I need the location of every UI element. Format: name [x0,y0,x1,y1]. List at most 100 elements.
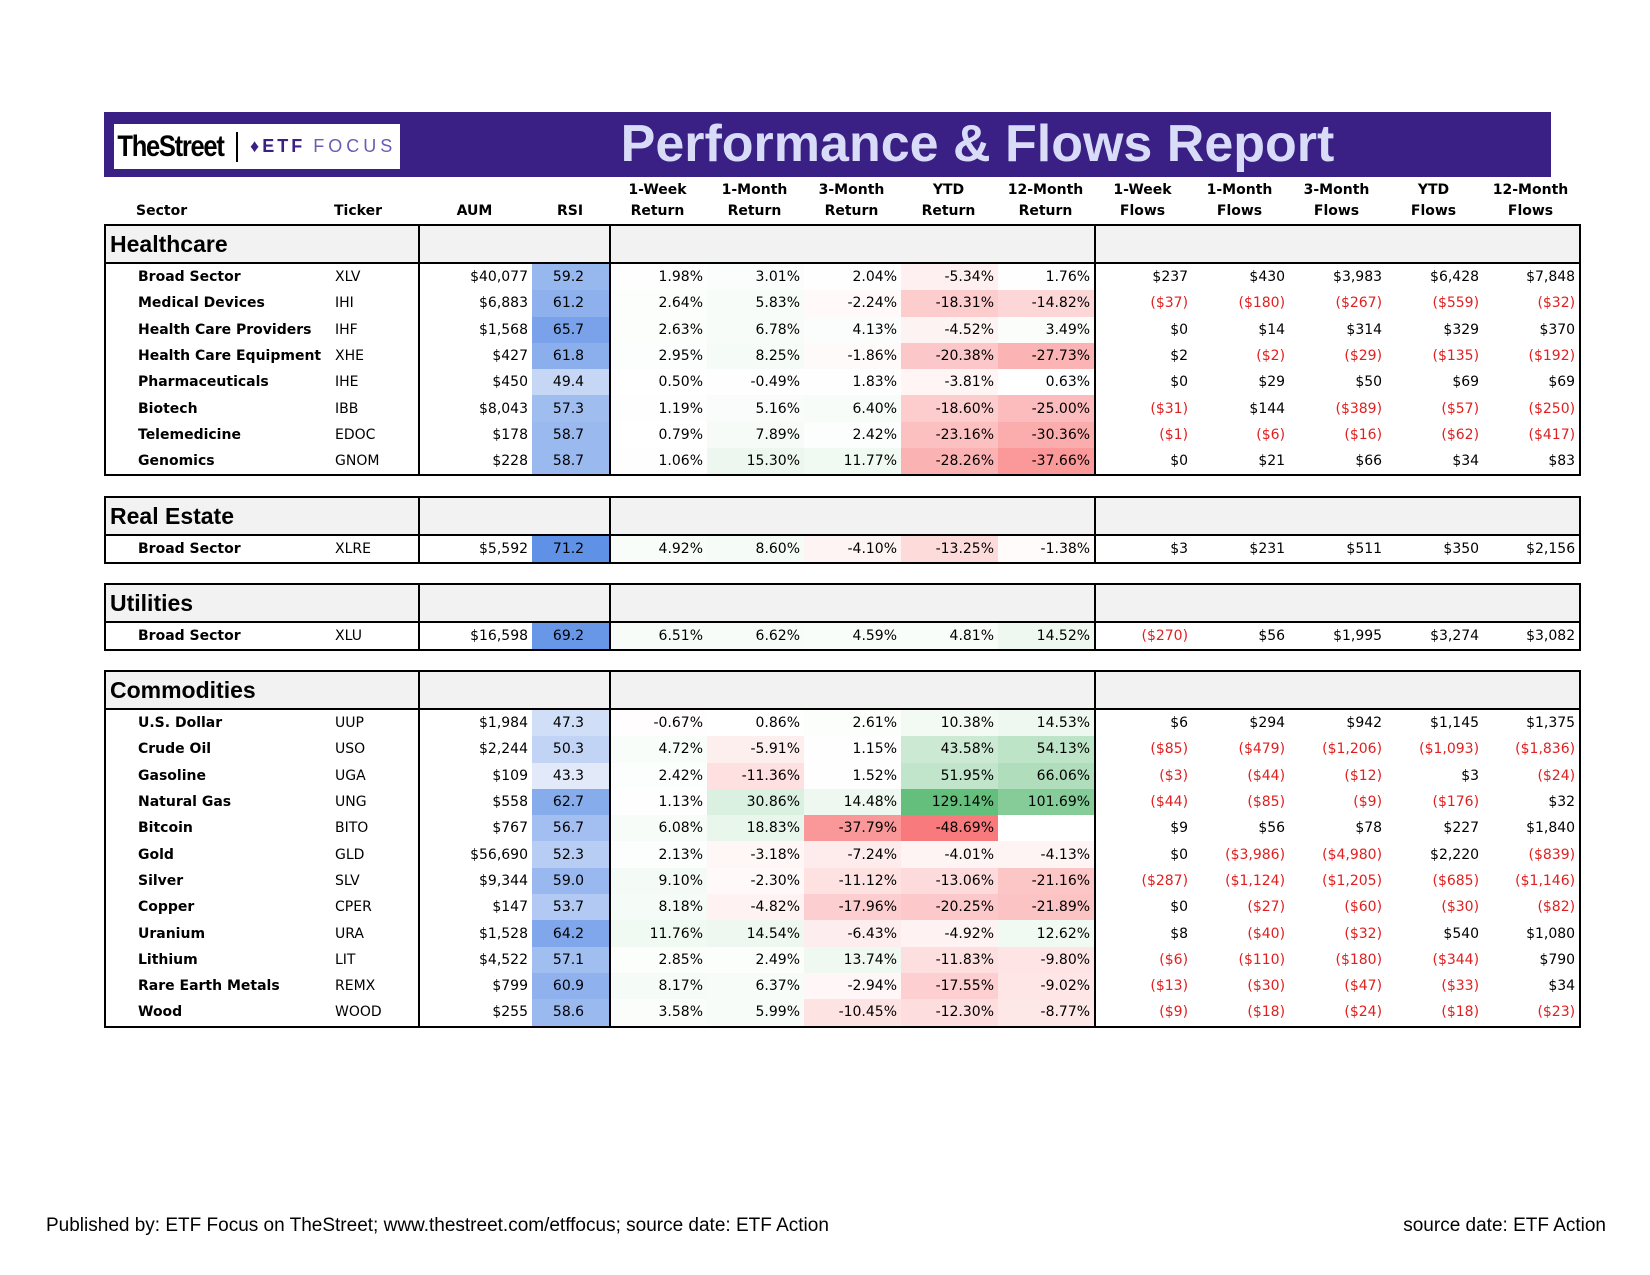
flow-value: ($176) [1432,794,1480,811]
flow-value: $2,220 [1430,846,1480,863]
ticker: CPER [335,899,372,916]
fund-name: Silver [138,872,184,889]
return-value: 5.99% [707,999,804,1027]
flow-value: ($30) [1247,978,1286,995]
return-value: -4.82% [707,894,804,921]
table-row: Wood WOOD $255 58.6 3.58% 5.99% -10.45% -12.30%… [105,999,1580,1027]
aum-value: $1,568 [418,316,532,343]
flow-value: ($344) [1432,951,1480,968]
fund-name: Wood [138,1004,183,1021]
flow-value: ($85) [1094,736,1193,763]
return-value: -7.24% [804,841,901,868]
flow-value: ($559) [1432,295,1480,312]
flow-value: $0 [1094,841,1193,868]
return-value: 0.86% [707,709,804,737]
section-header-cell [1094,584,1581,623]
flow-value: ($62) [1441,426,1480,443]
return-value: -10.45% [804,999,901,1027]
return-value: 54.13% [998,736,1096,763]
table-row: Telemedicine EDOC $178 58.7 0.79% 7.89% 2.42% -… [105,421,1580,449]
table-row: Uranium URA $1,528 64.2 11.76% 14.54% -6.43% -4… [105,920,1580,947]
flow-value: ($60) [1344,899,1383,916]
flow-value: ($30) [1441,899,1480,916]
flow-value: $314 [1346,321,1383,338]
table-row: Gold GLD $56,690 52.3 2.13% -3.18% -7.24% -4.01… [105,841,1580,868]
return-value: -1.86% [804,342,901,370]
fund-name: Broad Sector [138,541,241,558]
flow-value: ($267) [1335,295,1383,312]
flow-value: ($6) [1094,946,1193,973]
return-value: -4.92% [901,920,998,947]
aum-value: $5,592 [418,535,533,564]
flow-value: $350 [1443,541,1480,558]
return-value: 6.78% [707,316,804,343]
aum-value: $228 [418,448,532,476]
return-value: -21.89% [998,894,1096,921]
flow-value: ($16) [1344,426,1383,443]
return-value: -4.52% [901,316,998,343]
section-header-cell [1094,225,1581,264]
flow-value: ($180) [1335,951,1383,968]
return-value: 6.37% [707,972,804,1000]
return-value: 6.40% [804,395,901,422]
fund-name: Health Care Equipment [138,348,322,365]
return-value: 14.48% [804,788,901,816]
return-value: 6.51% [609,622,708,651]
return-value: 4.13% [804,316,901,343]
aum-value: $40,077 [418,263,532,291]
table-row: Pharmaceuticals IHE $450 49.4 0.50% -0.49% 1.8… [105,369,1580,396]
return-value: 1.13% [609,788,707,816]
aum-value: $16,598 [418,622,533,651]
table-row: Broad Sector XLU $16,598 69.2 6.51% 6.62% 4.59… [105,622,1580,651]
ticker: URA [335,925,364,942]
section-header-cell [609,497,1096,536]
flow-value: ($47) [1344,978,1383,995]
ticker: EDOC [335,426,376,443]
fund-name: Natural Gas [138,794,232,811]
flow-value: ($27) [1247,899,1286,916]
return-value: 8.60% [707,535,805,564]
page-title: Performance & Flows Report [620,115,1335,173]
flow-value: ($33) [1441,978,1480,995]
return-value: 2.04% [804,263,901,291]
aum-value: $9,344 [418,867,532,895]
fund-name: Copper [138,899,195,916]
return-value: -2.94% [804,972,901,1000]
flow-value: $430 [1249,269,1286,286]
ticker: GNOM [335,453,380,470]
return-value: 11.77% [804,448,901,476]
fund-name: Genomics [138,453,215,470]
flow-value: $790 [1539,951,1576,968]
return-value: -14.82% [998,290,1096,317]
return-value: -1.38% [998,535,1096,564]
ticker: LIT [335,951,356,968]
return-value: 0.63% [998,369,1096,396]
diamond-icon: ♦ [250,136,263,156]
return-value: 3.01% [707,263,804,291]
return-value: 14.53% [998,709,1096,737]
rsi-value: 62.7 [532,788,610,816]
flow-value: $231 [1249,541,1286,558]
flow-value: $50 [1355,374,1383,391]
return-value: 8.25% [707,342,804,370]
flow-value: ($9) [1094,999,1193,1027]
logo-etffocus: ♦ETF FOCUS [250,136,396,157]
ticker: IHI [335,295,354,312]
flow-value: ($44) [1247,767,1286,784]
fund-name: Lithium [138,951,198,968]
fund-name: Uranium [138,925,206,942]
return-value: -37.79% [804,815,901,842]
rsi-value: 58.7 [532,421,610,449]
return-value: 4.72% [609,736,707,763]
flow-value: $511 [1346,541,1383,558]
return-value: 0.79% [609,421,707,449]
return-value: 1.52% [804,762,901,789]
section-header-cell [1094,497,1581,536]
aum-value: $1,984 [418,709,532,737]
fund-name: Health Care Providers [138,321,312,338]
ticker: XHE [335,348,364,365]
flow-value: ($270) [1094,622,1193,651]
return-value: -2.30% [707,867,804,895]
logo: TheStreet ♦ETF FOCUS [114,124,400,169]
flow-value: $29 [1258,374,1286,391]
